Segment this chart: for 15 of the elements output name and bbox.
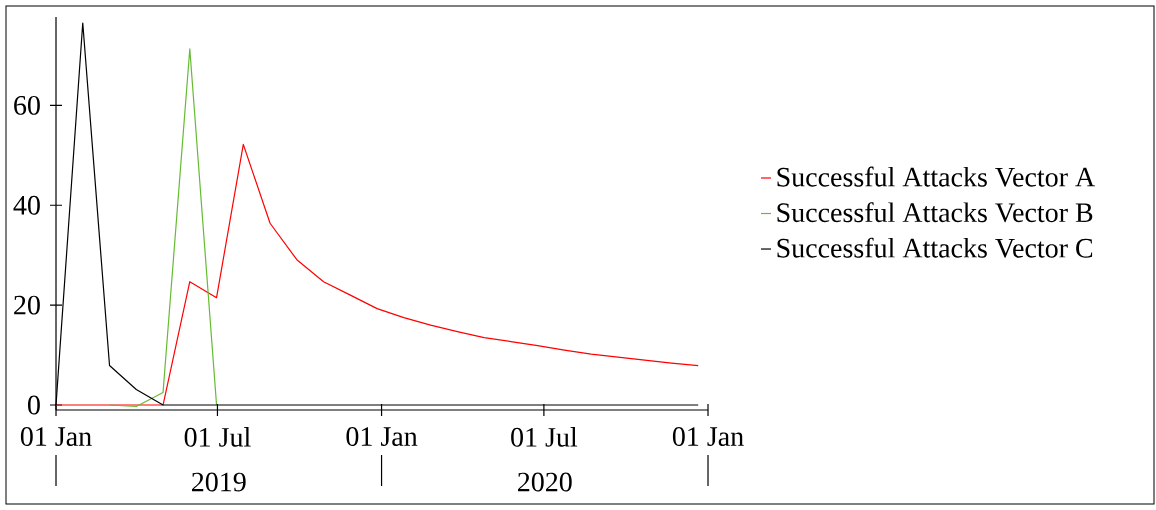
y-tick-label: 40 <box>13 195 40 215</box>
line-series <box>108 48 218 408</box>
y-tick-label: 0 <box>28 395 40 415</box>
y-tick-label: 60 <box>14 95 40 115</box>
y-tick-label: 20 <box>14 295 40 315</box>
x-tick-label: 01 Jul <box>511 427 578 447</box>
legend-label: Successful Attacks Vector B <box>777 202 1093 223</box>
legend-label: Successful Attacks Vector A <box>777 166 1095 187</box>
text: 2019 <box>192 472 246 492</box>
x-tick-label: 01 Jan <box>346 427 418 446</box>
x-tick-label: 01 Jan <box>672 427 744 446</box>
x-tick-label: 01 Jan <box>20 427 92 446</box>
text: 2020 <box>518 472 572 492</box>
legend-label: Successful Attacks Vector C <box>777 237 1093 258</box>
x-tick-label: 01 Jul <box>184 427 251 447</box>
